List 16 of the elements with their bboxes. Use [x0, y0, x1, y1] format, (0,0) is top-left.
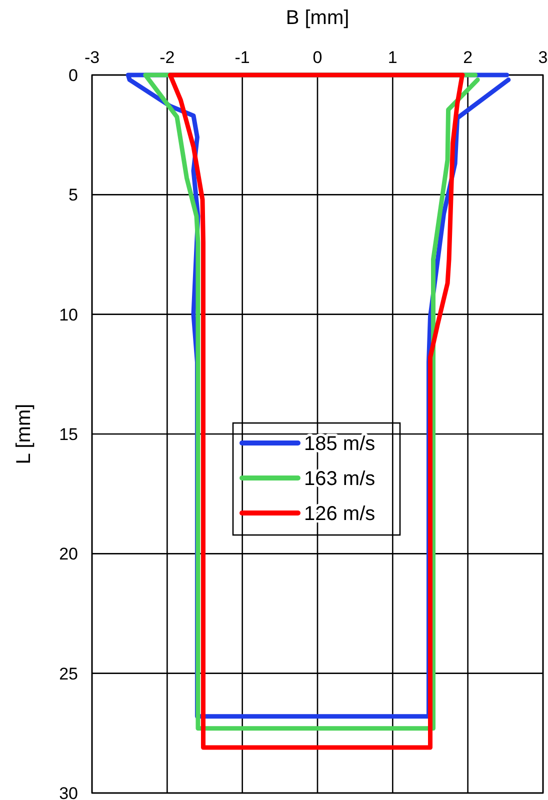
x-tick-label: 2 [463, 48, 473, 67]
y-tick-label: 30 [59, 784, 78, 800]
x-tick-label: -2 [160, 48, 175, 67]
y-axis-title: L [mm] [13, 404, 35, 464]
y-tick-label: 20 [59, 544, 78, 564]
y-tick-label: 15 [59, 425, 78, 444]
y-tick-label: 25 [59, 664, 78, 684]
x-tick-label: -3 [84, 48, 100, 67]
x-axis-title: B [mm] [286, 7, 350, 29]
x-tick-label: -1 [234, 48, 250, 67]
y-tick-label: 5 [68, 186, 78, 205]
y-tick-label: 10 [59, 305, 78, 324]
x-tick-label: 0 [312, 48, 322, 67]
x-tick-label: 3 [538, 48, 548, 67]
x-tick-label: 1 [388, 48, 398, 67]
y-tick-label: 0 [68, 66, 78, 85]
